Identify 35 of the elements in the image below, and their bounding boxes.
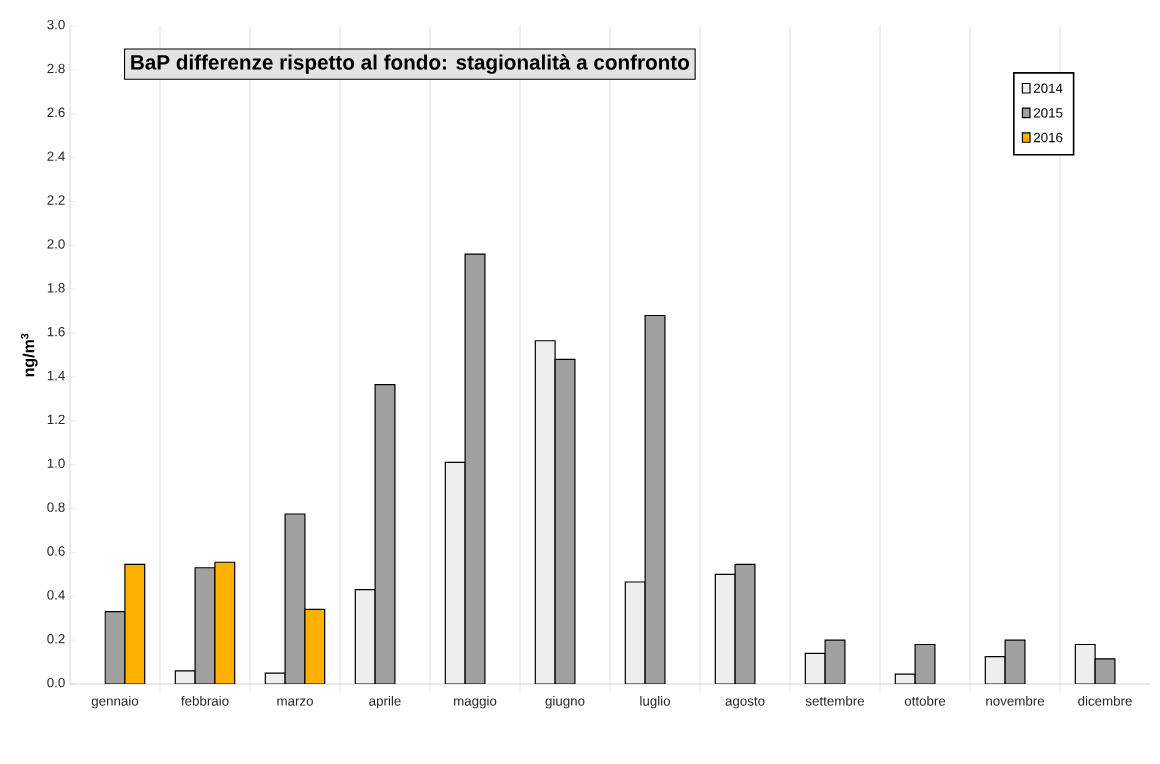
legend-label: 2015 — [1033, 108, 1063, 118]
x-tick-label: marzo — [277, 698, 313, 706]
y-tick-label: 2.4 — [47, 151, 65, 161]
bar — [124, 563, 146, 684]
y-tick-label: 2.6 — [47, 107, 65, 118]
y-tick-label: 1.6 — [47, 326, 65, 337]
y-tick-label: 2.2 — [47, 195, 65, 205]
x-tick-label: ottobre — [904, 695, 946, 706]
x-tick-label: aprile — [369, 695, 401, 709]
y-tick-label: 0.6 — [47, 546, 65, 556]
x-tick-label: luglio — [640, 695, 671, 709]
y-tick-label: 0.2 — [47, 634, 65, 644]
bar — [214, 561, 236, 684]
x-tick-label: novembre — [986, 695, 1045, 706]
y-tick-label: 0.0 — [47, 677, 65, 688]
x-tick-label: settembre — [805, 695, 865, 706]
y-tick-label: 1.2 — [47, 414, 65, 424]
y-tick-label: 0.8 — [47, 502, 65, 512]
x-tick-label: giugno — [545, 695, 585, 709]
y-tick-label: 1.0 — [47, 458, 65, 468]
legend-label: 2016 — [1033, 132, 1063, 143]
y-tick-label: 1.4 — [47, 370, 65, 381]
x-tick-label: febbraio — [181, 695, 229, 706]
y-tick-label: 1.8 — [47, 283, 65, 293]
x-tick-label: agosto — [725, 696, 765, 709]
legend-label: 2014 — [1033, 83, 1063, 93]
y-tick-label: 2.0 — [47, 239, 65, 249]
y-tick-label: 3.0 — [47, 19, 65, 30]
y-tick-label: 2.8 — [47, 63, 65, 74]
x-tick-label: dicembre — [1078, 695, 1132, 706]
text: BaP differenze rispetto al fondo: stagionalità a confronto — [131, 54, 690, 74]
y-axis-title: ng/m$^{3}$ — [20, 333, 38, 377]
x-tick-label: maggio — [454, 695, 497, 709]
y-tick-label: 0.4 — [47, 590, 65, 600]
x-tick-label: gennaio — [91, 695, 139, 709]
